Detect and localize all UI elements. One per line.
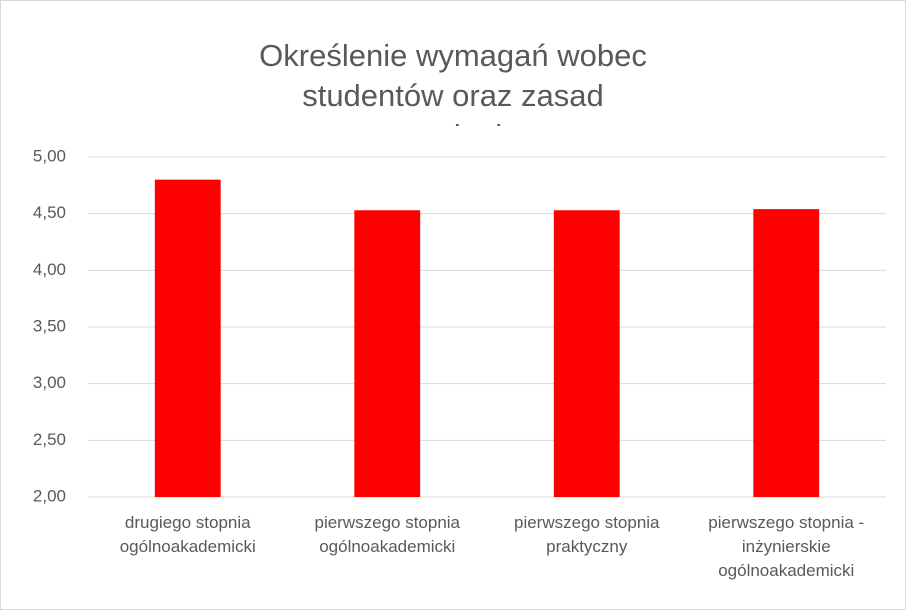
x-tick-label: pierwszego stopnia praktyczny bbox=[513, 513, 660, 556]
y-tick-label: 4,00 bbox=[33, 260, 66, 279]
y-tick-label: 5,00 bbox=[33, 146, 66, 165]
y-tick-label: 4,50 bbox=[33, 203, 66, 222]
bar bbox=[553, 210, 620, 497]
x-tick-label: pierwszego stopnia ogólnoakademicki bbox=[314, 513, 461, 556]
y-tick-label: 2,00 bbox=[33, 486, 66, 505]
x-label-box: pierwszego stopnia - inżynierskie ogólno… bbox=[708, 513, 865, 580]
title-box: Określenie wymagań wobec studentów oraz … bbox=[259, 38, 647, 126]
x-tick-label: drugiego stopnia ogólnoakademicki bbox=[119, 513, 256, 556]
bar bbox=[354, 210, 421, 497]
x-tick-label: pierwszego stopnia - inżynierskie ogólno… bbox=[708, 513, 865, 580]
y-tick-label: 3,00 bbox=[33, 373, 66, 392]
chart-title: Określenie wymagań wobec studentów oraz … bbox=[259, 38, 647, 126]
x-label-box: pierwszego stopnia praktyczny bbox=[513, 513, 660, 556]
x-label-box: drugiego stopnia ogólnoakademicki bbox=[119, 513, 256, 556]
y-tick-label: 3,50 bbox=[33, 316, 66, 335]
bar bbox=[154, 179, 221, 497]
x-label-box: pierwszego stopnia ogólnoakademicki bbox=[314, 513, 461, 556]
y-tick-label: 2,50 bbox=[33, 430, 66, 449]
bar bbox=[753, 209, 820, 497]
